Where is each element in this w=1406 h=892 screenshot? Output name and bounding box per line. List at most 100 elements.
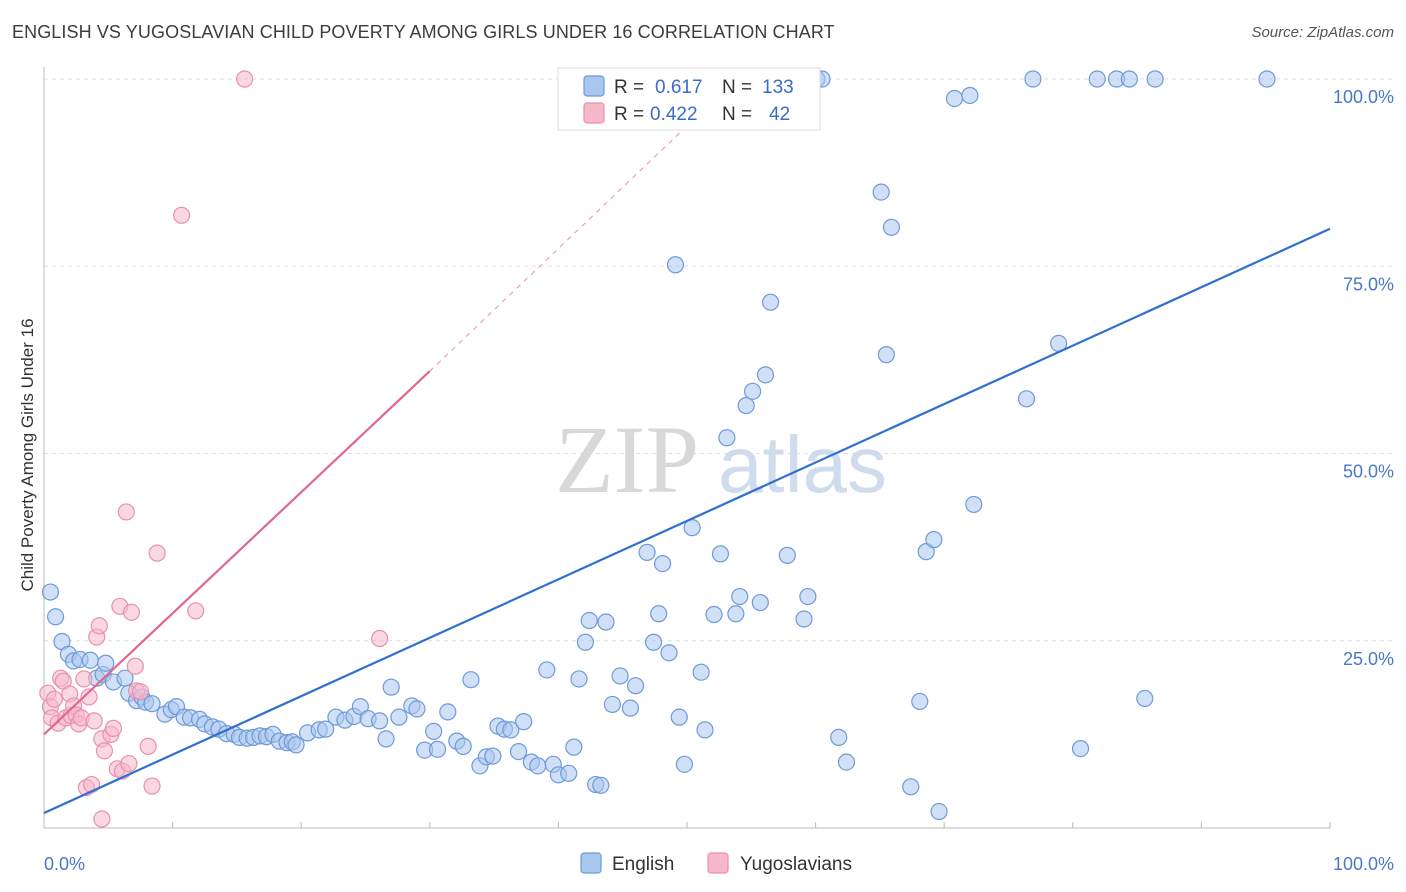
yugoslavian-point: [117, 503, 135, 521]
yugoslavian-point: [104, 719, 123, 737]
legend-swatch-english: [583, 75, 605, 97]
yugoslavian-points: [39, 70, 389, 828]
yugoslavian-point: [187, 602, 205, 620]
english-point: [737, 396, 755, 415]
english-point: [621, 699, 640, 717]
legend-r-label: R =: [614, 104, 644, 125]
yugoslavian-point: [120, 754, 138, 773]
english-point: [650, 605, 668, 623]
english-point: [428, 740, 447, 758]
legend-r-value: 0.617: [655, 77, 703, 98]
english-point: [377, 730, 395, 748]
legend-n-value: 42: [769, 104, 790, 125]
x-tick-label-max: 100.0%: [1333, 854, 1394, 874]
yugoslavian-point: [93, 810, 111, 828]
english-point: [675, 755, 694, 773]
english-point: [287, 736, 305, 754]
y-tick-label: 25.0%: [1343, 649, 1394, 669]
legend-n-label: N =: [722, 77, 752, 98]
english-point: [462, 671, 480, 689]
english-point: [644, 633, 663, 651]
english-point: [597, 613, 615, 631]
source-credit: Source: ZipAtlas.com: [1251, 24, 1394, 41]
english-point: [484, 747, 502, 765]
english-point: [965, 495, 983, 514]
legend-swatch-yugoslavians: [583, 102, 605, 124]
english-point: [778, 546, 796, 564]
english-point: [666, 256, 685, 274]
english-point: [317, 720, 335, 738]
english-point: [872, 183, 890, 201]
english-point: [731, 587, 749, 606]
yugoslavian-point: [122, 603, 141, 621]
english-point: [408, 700, 426, 718]
legend-swatch-yugoslavians: [707, 852, 729, 874]
english-point: [580, 611, 598, 630]
english-point: [743, 382, 762, 400]
english-point: [143, 695, 161, 713]
english-point: [930, 802, 948, 821]
yugoslavian-point: [371, 629, 389, 648]
english-point: [502, 721, 520, 739]
english-point: [795, 610, 813, 628]
english-point: [830, 728, 848, 746]
legend-label-yugoslavians: Yugoslavians: [740, 854, 852, 875]
yugoslavian-point: [139, 737, 157, 755]
trend-lines: [43, 101, 1331, 815]
english-point: [670, 708, 688, 726]
english-point: [902, 778, 920, 796]
y-tick-label: 50.0%: [1343, 462, 1394, 482]
english-point: [877, 346, 895, 364]
legend-label-english: English: [612, 854, 674, 875]
english-point: [509, 743, 528, 761]
english-point: [515, 713, 533, 731]
english-point: [727, 605, 745, 623]
english-point: [371, 712, 389, 730]
yugoslavian-point: [45, 690, 63, 708]
english-point: [638, 543, 656, 561]
english-point: [565, 738, 583, 756]
english-point: [611, 667, 629, 685]
english-trend-line: [43, 227, 1331, 815]
english-point: [761, 293, 780, 311]
english-point: [454, 737, 472, 755]
english-point: [837, 753, 856, 771]
english-point: [439, 703, 457, 721]
english-point: [351, 698, 369, 716]
english-point: [390, 708, 408, 726]
english-point: [560, 764, 578, 782]
english-point: [1120, 70, 1138, 88]
correlation-legend: R = 0.617 N = 133 R = 0.422 N = 42: [557, 67, 821, 131]
english-point: [945, 89, 964, 108]
english-point: [97, 654, 115, 672]
english-point: [653, 555, 672, 573]
y-tick-label: 75.0%: [1343, 274, 1394, 294]
english-point: [592, 776, 610, 794]
english-point: [570, 670, 588, 688]
english-point: [41, 583, 60, 601]
y-tick-label: 100.0%: [1333, 87, 1394, 107]
english-point: [425, 722, 443, 740]
english-point: [576, 633, 595, 651]
english-point: [1146, 70, 1164, 88]
english-point: [705, 605, 723, 624]
english-points: [41, 70, 1276, 821]
yugoslavian-point: [85, 712, 103, 730]
english-point: [917, 543, 935, 561]
yugoslavian-point: [95, 742, 114, 760]
english-point: [660, 644, 678, 662]
english-point: [882, 218, 901, 236]
legend-r-label: R =: [614, 77, 644, 98]
english-point: [603, 695, 622, 714]
yugoslavian-point: [148, 544, 166, 562]
english-point: [1017, 390, 1036, 408]
english-point: [1088, 70, 1106, 88]
chart-title: ENGLISH VS YUGOSLAVIAN CHILD POVERTY AMO…: [12, 22, 835, 42]
english-point: [961, 86, 979, 105]
legend-n-label: N =: [722, 104, 752, 125]
english-point: [799, 587, 817, 606]
watermark-zip: ZIP: [555, 406, 699, 513]
english-point: [626, 677, 645, 695]
yugoslavian-point: [143, 777, 161, 795]
english-point: [751, 593, 769, 612]
